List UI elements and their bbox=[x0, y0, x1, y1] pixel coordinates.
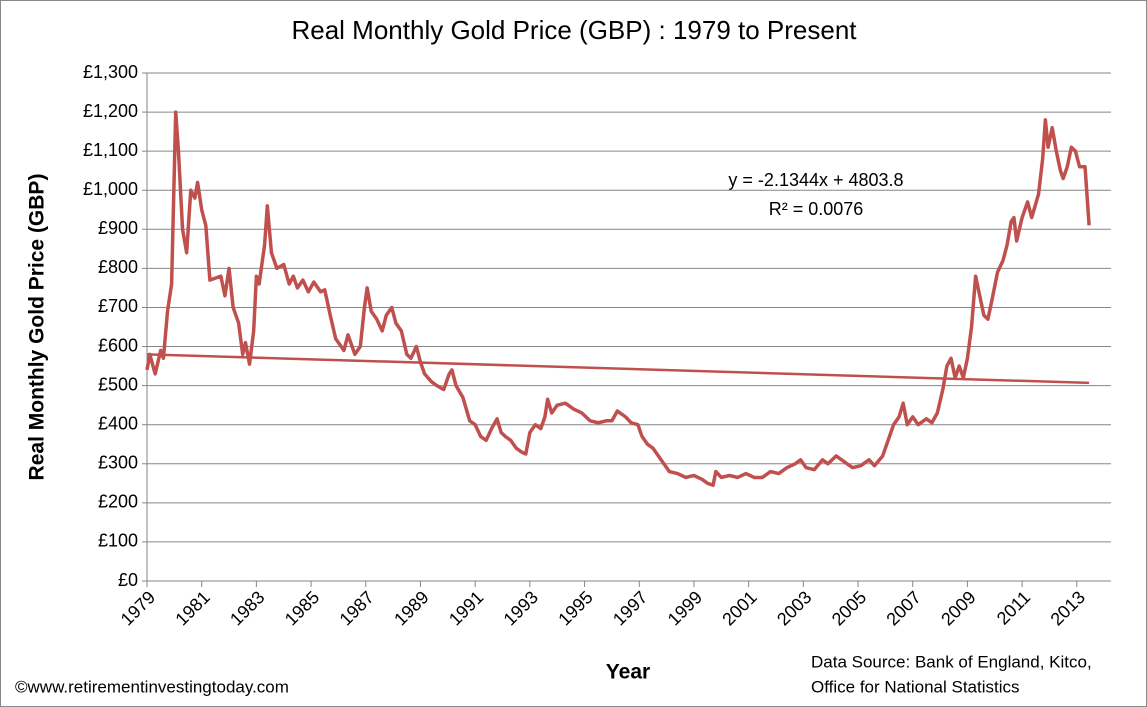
y-tick-label: £1,200 bbox=[83, 101, 138, 121]
trend-line bbox=[146, 353, 1090, 385]
y-tick-label: £300 bbox=[98, 453, 138, 473]
y-tick-label: £800 bbox=[98, 257, 138, 277]
y-tick-label: £700 bbox=[98, 296, 138, 316]
y-tick-label: £1,100 bbox=[83, 140, 138, 160]
source-text: Data Source: Bank of England, Kitco, bbox=[811, 652, 1092, 671]
y-axis-title: Real Monthly Gold Price (GBP) bbox=[26, 174, 49, 481]
trend-r-squared: R² = 0.0076 bbox=[769, 199, 864, 219]
x-axis-title: Year bbox=[606, 661, 650, 684]
y-tick-label: £1,000 bbox=[83, 179, 138, 199]
trend-equation: y = -2.1344x + 4803.8 bbox=[728, 170, 903, 190]
y-tick-label: £100 bbox=[98, 531, 138, 551]
source-text: Office for National Statistics bbox=[811, 677, 1020, 696]
credit-text: ©www.retirementinvestingtoday.com bbox=[15, 677, 289, 696]
y-tick-label: £1,300 bbox=[83, 62, 138, 82]
chart-title: Real Monthly Gold Price (GBP) : 1979 to … bbox=[291, 15, 857, 45]
price-line bbox=[145, 110, 1091, 488]
y-tick-label: £200 bbox=[98, 492, 138, 512]
y-tick-label: £600 bbox=[98, 335, 138, 355]
y-tick-label: £0 bbox=[118, 570, 138, 590]
y-tick-label: £400 bbox=[98, 413, 138, 433]
y-tick-label: £900 bbox=[98, 218, 138, 238]
y-tick-label: £500 bbox=[98, 374, 138, 394]
